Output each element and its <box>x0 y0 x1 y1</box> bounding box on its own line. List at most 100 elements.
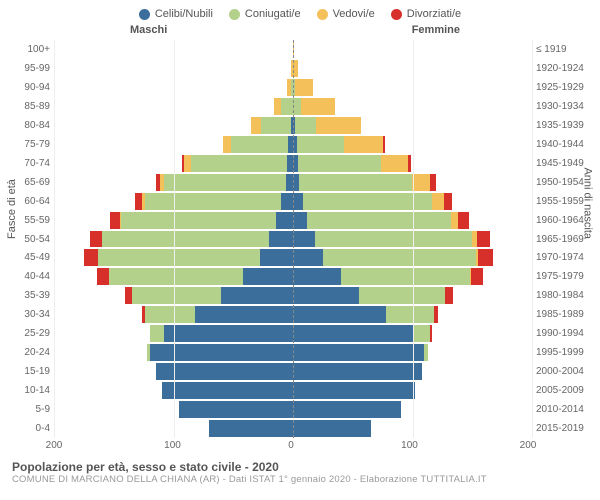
legend-item: Coniugati/e <box>229 8 301 20</box>
grid-line <box>413 40 414 438</box>
legend-label: Vedovi/e <box>333 8 375 20</box>
age-label: 40-44 <box>10 267 54 286</box>
grid-line <box>174 40 175 438</box>
bar-segment <box>102 231 269 248</box>
birth-label: 1980-1984 <box>536 286 590 305</box>
age-label: 85-89 <box>10 97 54 116</box>
legend-label: Coniugati/e <box>245 8 301 20</box>
bar-segment <box>316 117 361 134</box>
bar-segment <box>293 363 422 380</box>
legend-label: Divorziati/e <box>407 8 461 20</box>
age-label: 35-39 <box>10 286 54 305</box>
center-line <box>293 40 294 438</box>
bar-segment <box>444 193 452 210</box>
bar-segment <box>251 117 261 134</box>
bar-segment <box>121 212 276 229</box>
bar-segment <box>281 98 293 115</box>
bar-segment <box>195 306 293 323</box>
birth-label: 1940-1944 <box>536 135 590 154</box>
bar-segment <box>132 287 222 304</box>
bar-segment <box>301 98 334 115</box>
age-label: 100+ <box>10 40 54 59</box>
bar-segment <box>269 231 293 248</box>
gender-headers: Maschi Femmine <box>10 24 590 40</box>
grid-line <box>54 40 55 438</box>
age-label: 70-74 <box>10 154 54 173</box>
bar-segment <box>293 325 413 342</box>
legend-item: Divorziati/e <box>391 8 461 20</box>
bar-segment <box>424 344 428 361</box>
bar-segment <box>412 174 430 191</box>
age-label: 20-24 <box>10 343 54 362</box>
bar-segment <box>135 193 142 210</box>
plot-area: Fasce di età Anni di nascita 100+95-9990… <box>10 40 590 438</box>
bar-segment <box>97 268 109 285</box>
bar-segment <box>90 231 102 248</box>
chart-subtitle: COMUNE DI MARCIANO DELLA CHIANA (AR) - D… <box>12 474 588 485</box>
bar-segment <box>344 136 382 153</box>
bar-segment <box>293 401 401 418</box>
age-label: 15-19 <box>10 362 54 381</box>
bar-segment <box>293 344 424 361</box>
legend: Celibi/Nubili Coniugati/e Vedovi/e Divorzia… <box>10 8 590 24</box>
age-label: 30-34 <box>10 305 54 324</box>
legend-item: Celibi/Nubili <box>139 8 213 20</box>
bar-segment <box>98 249 259 266</box>
birth-label: 1985-1989 <box>536 305 590 324</box>
legend-label: Celibi/Nubili <box>155 8 213 20</box>
bar-segment <box>451 212 458 229</box>
bar-segment <box>430 325 431 342</box>
bar-segment <box>299 174 413 191</box>
legend-swatch <box>139 9 150 20</box>
bar-segment <box>223 136 231 153</box>
bar-segment <box>430 174 436 191</box>
bar-segment <box>293 287 359 304</box>
age-label: 10-14 <box>10 381 54 400</box>
bar-segment <box>274 98 281 115</box>
bar-segment <box>383 136 385 153</box>
y-axis-label-left: Fasce di età <box>6 179 18 239</box>
legend-swatch <box>317 9 328 20</box>
y-axis-label-right: Anni di nascita <box>582 167 594 239</box>
bar-segment <box>295 117 315 134</box>
bar-segment <box>293 306 386 323</box>
age-label: 75-79 <box>10 135 54 154</box>
birth-label: 1995-1999 <box>536 343 590 362</box>
grid-line <box>532 40 533 438</box>
bar-segment <box>458 212 469 229</box>
birth-label: 1920-1924 <box>536 59 590 78</box>
bar-segment <box>434 306 438 323</box>
bar-segment <box>150 325 164 342</box>
bar-segment <box>162 382 293 399</box>
bar-segment <box>261 117 291 134</box>
x-tick: 100 <box>401 440 418 451</box>
birth-label: 1930-1934 <box>536 97 590 116</box>
birth-label: 1975-1979 <box>536 267 590 286</box>
age-label: 5-9 <box>10 400 54 419</box>
bar-segment <box>471 268 483 285</box>
birth-label: 2000-2004 <box>536 362 590 381</box>
bar-segment <box>413 325 431 342</box>
footer: Popolazione per età, sesso e stato civil… <box>10 456 590 485</box>
birth-label: 1925-1929 <box>536 78 590 97</box>
x-tick: 0 <box>288 440 294 451</box>
birth-label: 1990-1994 <box>536 324 590 343</box>
birth-label: 1970-1974 <box>536 248 590 267</box>
bar-segment <box>478 249 492 266</box>
age-label: 95-99 <box>10 59 54 78</box>
bar-segment <box>221 287 293 304</box>
header-female: Femmine <box>412 24 460 36</box>
bar-segment <box>297 136 345 153</box>
age-label: 90-94 <box>10 78 54 97</box>
bar-segment <box>145 306 195 323</box>
bar-segment <box>84 249 98 266</box>
bar-segment <box>191 155 287 172</box>
bar-segment <box>293 98 301 115</box>
bar-segment <box>209 420 293 437</box>
bar-segment <box>293 231 315 248</box>
population-pyramid-chart: Celibi/Nubili Coniugati/e Vedovi/e Divorzia… <box>0 0 600 500</box>
bar-segment <box>243 268 293 285</box>
birth-label: 2010-2014 <box>536 400 590 419</box>
age-label: 80-84 <box>10 116 54 135</box>
x-tick: 200 <box>520 440 537 451</box>
